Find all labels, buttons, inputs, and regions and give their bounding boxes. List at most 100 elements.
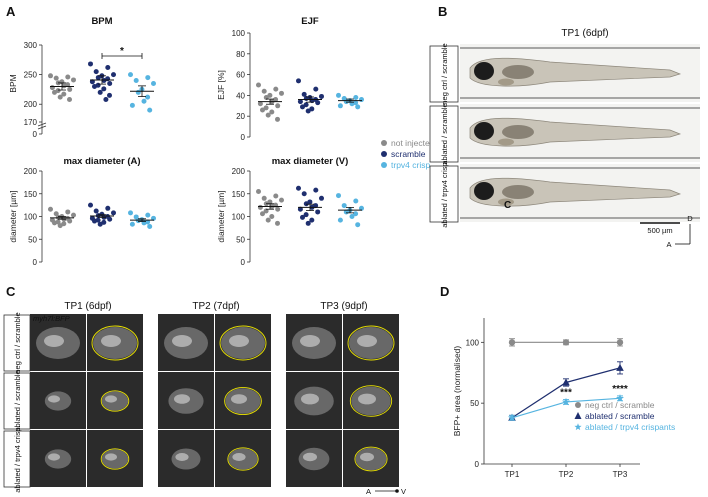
y-axis-label: BPM [8, 74, 18, 92]
data-point [305, 220, 311, 226]
y-tick-label: 100 [232, 29, 246, 38]
data-point [89, 79, 95, 85]
larva-body [469, 177, 682, 207]
data-point [71, 77, 76, 83]
data-point [257, 204, 263, 210]
data-point [257, 101, 263, 107]
segmentation-outline [91, 325, 139, 361]
row-label-box [429, 105, 459, 163]
data-point [105, 65, 111, 71]
larva-yolk [502, 125, 534, 139]
legend-label: scramble [391, 149, 426, 159]
y-tick-label: 40 [236, 91, 245, 100]
data-point [562, 397, 570, 406]
heart-signal-bright [301, 393, 319, 405]
segmentation-outline [227, 447, 259, 471]
orientation-label-d: D [687, 214, 693, 223]
data-point [359, 205, 364, 211]
data-point [309, 217, 315, 223]
segmentation-outline [219, 325, 267, 361]
data-point [128, 210, 133, 216]
y-tick-label: 100 [232, 213, 246, 222]
data-point [65, 74, 71, 80]
larva-yolk [502, 65, 534, 79]
legend-label: not injected [391, 138, 435, 148]
panel-letter-d: D [440, 284, 449, 299]
y-tick-label: 50 [28, 235, 37, 244]
data-point [57, 94, 63, 100]
data-point [313, 187, 319, 193]
data-point [52, 89, 57, 95]
column-title: TP3 (9dpf) [320, 301, 367, 312]
heart-signal-bright [358, 393, 376, 405]
data-point [336, 193, 341, 199]
heart-signal-bright [48, 453, 60, 461]
data-point [319, 195, 324, 201]
y-axis-label: diameter [µm] [8, 190, 18, 242]
data-point [135, 89, 141, 95]
data-point [61, 91, 67, 97]
heart-label: C [504, 200, 511, 211]
data-point [508, 413, 516, 422]
data-point [57, 223, 63, 229]
segmentation-outline [349, 385, 393, 417]
heart-signal-bright [105, 453, 117, 461]
chart-title: max diameter (V) [272, 156, 349, 167]
row-label: ablated / scramble [13, 370, 22, 431]
data-point [296, 185, 301, 191]
data-point [275, 103, 281, 109]
heart-signal-bright [303, 452, 317, 462]
y-tick-label: 20 [236, 112, 245, 121]
y-tick-label: 100 [466, 338, 480, 347]
data-point [508, 339, 516, 346]
chart-bfp-area: 0 50 100 TP1 TP2 TP3 BFP+ area (normalised) ***… [452, 318, 675, 479]
data-point [128, 72, 133, 78]
data-point [67, 218, 73, 224]
data-point [273, 193, 279, 199]
data-point [129, 221, 135, 227]
legend-label: ablated / scramble [585, 411, 655, 421]
data-point [337, 103, 343, 109]
y-tick-label: 50 [236, 235, 245, 244]
data-point [101, 78, 107, 84]
data-point [107, 92, 112, 98]
y-tick-label: 0 [475, 460, 480, 469]
y-tick-label: 50 [470, 399, 479, 408]
y-tick-label: 80 [236, 50, 245, 59]
data-point [273, 86, 279, 92]
data-point [313, 86, 319, 92]
heart-signal-bright [357, 335, 377, 347]
data-point [48, 206, 53, 212]
data-point [261, 88, 267, 94]
data-point [111, 72, 116, 78]
heart-signal-bright [232, 453, 246, 461]
row-label: neg ctrl / scramble [13, 312, 22, 373]
row-label-box [429, 45, 459, 103]
significance-label: **** [612, 384, 628, 395]
data-point [53, 75, 59, 81]
data-point [107, 216, 113, 222]
data-point [353, 94, 359, 100]
heart-signal-bright [174, 394, 190, 404]
av-label-v: V [401, 487, 406, 496]
heart-signal-bright [360, 452, 374, 462]
data-point [133, 78, 139, 84]
av-label-a: A [366, 487, 371, 496]
data-point [256, 82, 261, 88]
data-point [355, 222, 361, 228]
data-point [275, 116, 280, 122]
data-point [359, 97, 364, 103]
data-point [337, 217, 343, 223]
data-point [616, 339, 624, 346]
data-point [343, 99, 349, 105]
data-point [275, 220, 280, 226]
heart-signal-bright [229, 335, 249, 347]
y-tick-label: 150 [24, 190, 38, 199]
data-point [103, 96, 109, 102]
x-tick-label: TP2 [559, 470, 574, 479]
data-point [67, 96, 72, 102]
data-point [49, 85, 55, 91]
panel-letter-c: C [6, 284, 16, 299]
larva-eye [474, 62, 494, 80]
data-point [260, 211, 265, 217]
